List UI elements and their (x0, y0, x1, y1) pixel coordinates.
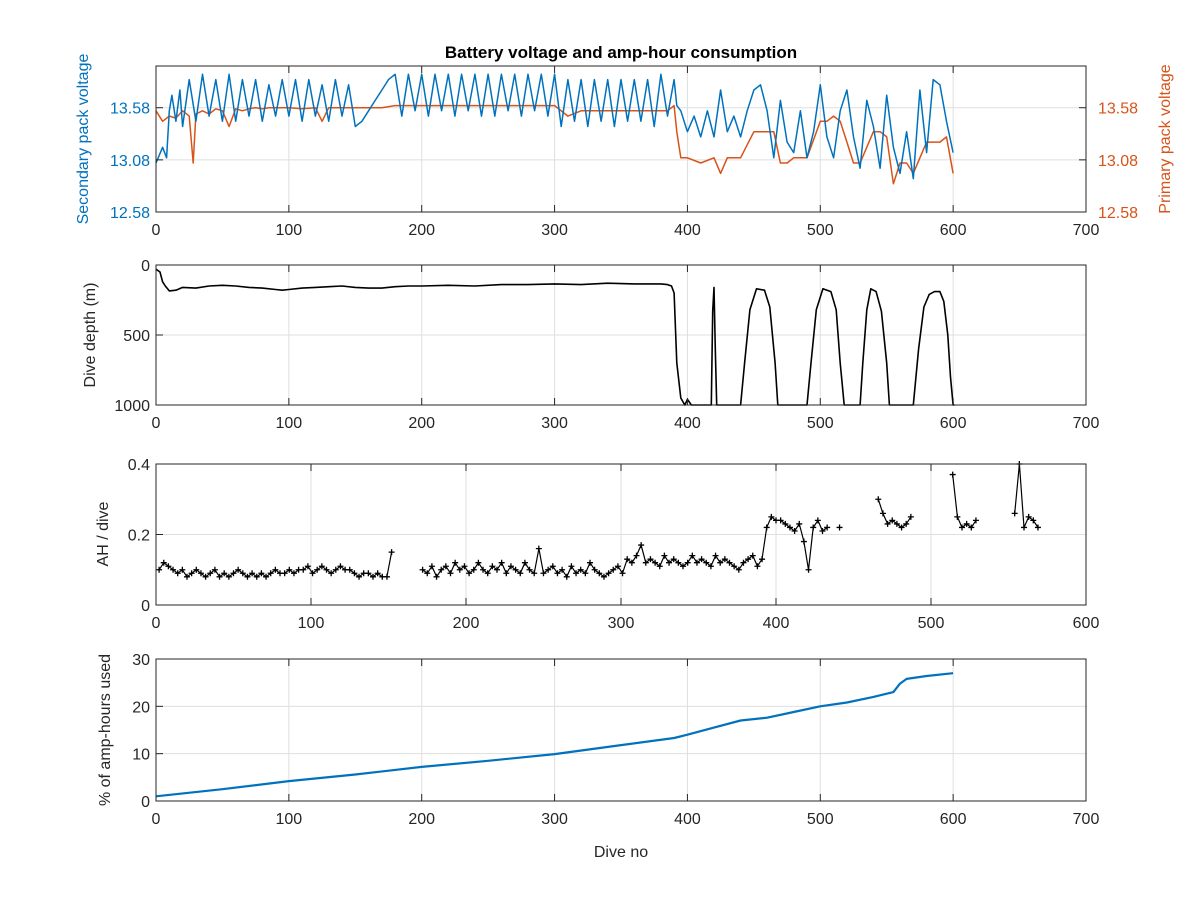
x-tick-label: 400 (674, 415, 701, 432)
x-axis-label: Dive no (594, 844, 648, 861)
ah-per-dive-panel: 0 100 200 300 400 500 600 0 0.2 0.4 AH / dive (95, 457, 1099, 632)
y-tick-label: 0 (141, 598, 150, 615)
x-tick-label: 300 (541, 811, 568, 828)
x-tick-label: 300 (608, 615, 635, 632)
depth-axis-label: Dive depth (m) (82, 283, 99, 388)
secondary-voltage-axis-label: Secondary pack voltage (75, 54, 92, 225)
usage-series (155, 672, 954, 798)
ah-point (419, 566, 426, 573)
x-tick-label: 400 (674, 811, 701, 828)
y-tick-label: 0.2 (128, 528, 150, 545)
x-tick-label: 300 (541, 222, 568, 239)
depth-panel: 0 100 200 300 400 500 600 700 0 500 1000 Dive dept… (82, 258, 1099, 432)
x-tick-label: 200 (453, 615, 480, 632)
y-tick-label: 0 (141, 258, 150, 275)
x-tick-label: 700 (1073, 415, 1100, 432)
x-tick-label: 100 (298, 615, 325, 632)
y-right-tick-label: 13.08 (1098, 153, 1138, 170)
y-tick-label: 13.08 (110, 153, 150, 170)
x-tick-label: 400 (763, 615, 790, 632)
y-tick-label: 30 (132, 652, 150, 669)
x-tick-label: 100 (276, 811, 303, 828)
x-tick-label: 200 (408, 222, 435, 239)
primary-voltage-axis-label: Primary pack voltage (1157, 64, 1174, 213)
x-tick-label: 300 (541, 415, 568, 432)
ah-point (836, 524, 843, 531)
x-tick-label: 100 (276, 222, 303, 239)
x-tick-label: 200 (408, 415, 435, 432)
depth-grid (156, 265, 1086, 405)
x-tick-label: 200 (408, 811, 435, 828)
x-tick-label: 500 (918, 615, 945, 632)
secondary-voltage-line (155, 73, 954, 180)
x-tick-label: 0 (152, 811, 161, 828)
y-tick-label: 0 (141, 794, 150, 811)
y-tick-label: 12.58 (110, 205, 150, 222)
ah-series (156, 461, 1041, 580)
y-tick-label: 10 (132, 747, 150, 764)
amp-hours-used-line (155, 672, 954, 798)
x-tick-label: 600 (940, 415, 967, 432)
y-tick-label: 500 (123, 328, 150, 345)
ah-point (875, 496, 882, 503)
x-tick-label: 0 (152, 222, 161, 239)
y-right-tick-label: 12.58 (1098, 205, 1138, 222)
y-tick-label: 20 (132, 699, 150, 716)
y-tick-label: 13.58 (110, 101, 150, 118)
voltage-series (155, 73, 954, 185)
ah-trace (158, 463, 1039, 579)
x-tick-label: 500 (807, 222, 834, 239)
x-tick-label: 0 (152, 415, 161, 432)
y-right-tick-label: 13.58 (1098, 101, 1138, 118)
y-tick-label: 1000 (114, 398, 150, 415)
x-tick-label: 600 (940, 222, 967, 239)
depth-ticks: 0 100 200 300 400 500 600 700 0 500 1000 (114, 258, 1099, 432)
voltage-panel: Battery voltage and amp-hour consumption… (75, 43, 1174, 239)
x-tick-label: 100 (276, 415, 303, 432)
x-tick-label: 700 (1073, 811, 1100, 828)
x-tick-label: 600 (1073, 615, 1100, 632)
usage-axes-frame (155, 658, 1087, 802)
ah-ticks: 0 100 200 300 400 500 600 0 0.2 0.4 (128, 457, 1100, 632)
x-tick-label: 500 (807, 811, 834, 828)
voltage-axes-frame (155, 65, 1087, 213)
x-tick-label: 400 (674, 222, 701, 239)
ah-grid (156, 464, 1086, 605)
usage-ticks: 0 100 200 300 400 500 600 700 0 10 20 30 (132, 652, 1099, 828)
x-tick-label: 700 (1073, 222, 1100, 239)
ah-point (824, 524, 831, 531)
x-tick-label: 0 (152, 615, 161, 632)
y-tick-label: 0.4 (128, 457, 150, 474)
x-tick-label: 600 (940, 811, 967, 828)
chart-title: Battery voltage and amp-hour consumption (445, 43, 797, 62)
usage-grid (156, 659, 1086, 801)
ah-axis-label: AH / dive (95, 501, 112, 566)
amp-hours-used-panel: 0 100 200 300 400 500 600 700 0 10 20 30 % of amp-h… (97, 652, 1099, 861)
x-tick-label: 500 (807, 415, 834, 432)
primary-voltage-line (155, 104, 954, 185)
usage-axis-label: % of amp-hours used (97, 654, 114, 806)
